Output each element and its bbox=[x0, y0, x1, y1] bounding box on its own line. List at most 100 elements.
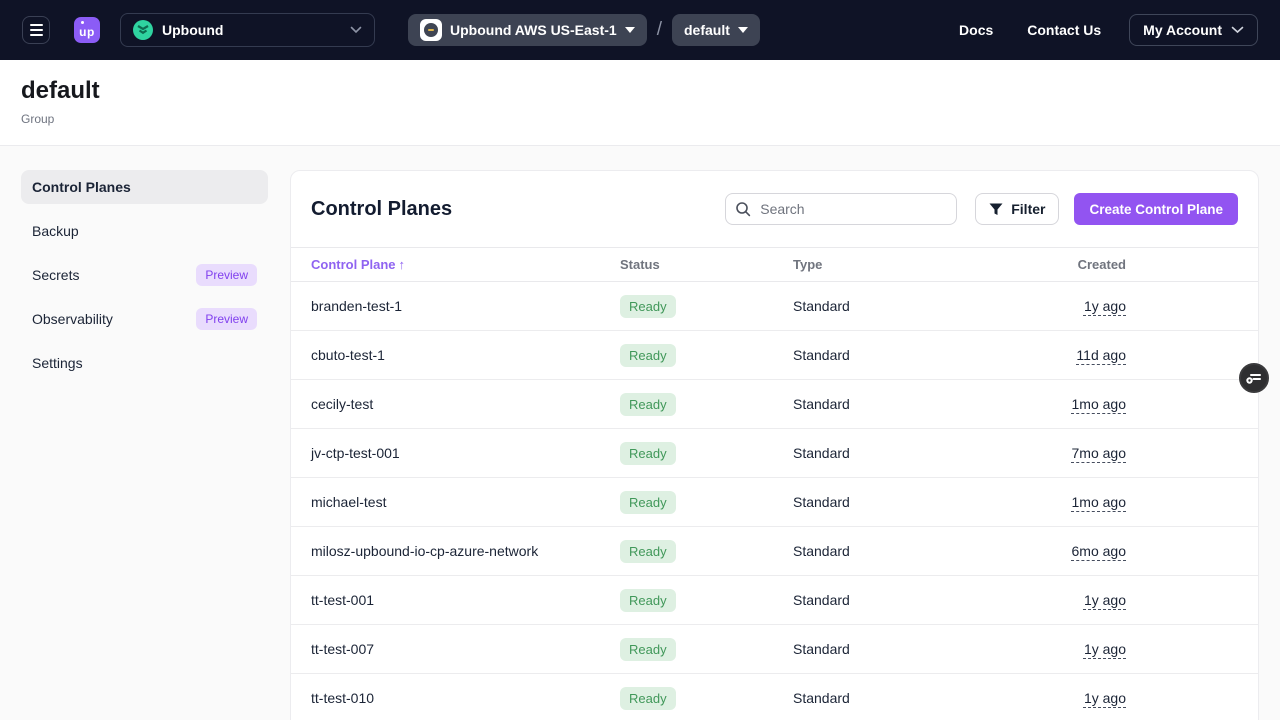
my-account-label: My Account bbox=[1143, 22, 1222, 38]
docs-link[interactable]: Docs bbox=[959, 22, 994, 38]
status-badge: Ready bbox=[620, 392, 676, 416]
top-navbar: up Upbound Upbound AWS US-East-1 / defau… bbox=[0, 0, 1280, 60]
upbound-logo[interactable]: up bbox=[74, 17, 100, 43]
control-planes-card: Control Planes Filter Create Control Pla… bbox=[290, 170, 1259, 720]
breadcrumb-separator: / bbox=[656, 19, 662, 40]
row-type: Standard bbox=[793, 690, 850, 706]
organization-name: Upbound bbox=[162, 22, 224, 38]
status-badge: Ready bbox=[620, 588, 676, 612]
row-created[interactable]: 1y ago bbox=[1083, 592, 1126, 608]
sidebar-item-control-planes[interactable]: Control Planes bbox=[21, 170, 268, 204]
row-type: Standard bbox=[793, 396, 850, 412]
chevron-down-icon bbox=[350, 26, 362, 34]
row-type: Standard bbox=[793, 494, 850, 510]
column-header-status[interactable]: Status bbox=[620, 257, 660, 272]
caret-down-icon bbox=[737, 27, 748, 33]
row-type: Standard bbox=[793, 543, 850, 559]
search-input[interactable] bbox=[725, 193, 958, 225]
card-title: Control Planes bbox=[311, 197, 453, 220]
sidebar-item-label: Backup bbox=[32, 223, 79, 239]
sidebar: Control Planes Backup Secrets Preview Ob… bbox=[0, 170, 290, 390]
table-row[interactable]: jv-ctp-test-001 Ready Standard 7mo ago bbox=[291, 429, 1258, 478]
row-type: Standard bbox=[793, 445, 850, 461]
row-type: Standard bbox=[793, 347, 850, 363]
table-row[interactable]: tt-test-010 Ready Standard 1y ago bbox=[291, 674, 1258, 720]
row-name: michael-test bbox=[311, 494, 387, 510]
my-account-button[interactable]: My Account bbox=[1129, 14, 1258, 46]
chevron-down-icon bbox=[1231, 26, 1244, 34]
filter-button[interactable]: Filter bbox=[975, 193, 1060, 225]
sidebar-item-observability[interactable]: Observability Preview bbox=[21, 302, 268, 336]
table-header-row: Control Plane ↑ Status Type Created bbox=[291, 247, 1258, 282]
row-type: Standard bbox=[793, 592, 850, 608]
status-badge: Ready bbox=[620, 441, 676, 465]
row-name: branden-test-1 bbox=[311, 298, 403, 314]
filter-funnel-icon bbox=[989, 203, 1003, 215]
space-icon bbox=[420, 19, 442, 41]
filter-label: Filter bbox=[1011, 201, 1046, 217]
status-badge: Ready bbox=[620, 490, 676, 514]
row-created[interactable]: 1y ago bbox=[1083, 641, 1126, 657]
row-name: tt-test-007 bbox=[311, 641, 375, 657]
table-row[interactable]: tt-test-007 Ready Standard 1y ago bbox=[291, 625, 1258, 674]
contact-us-link[interactable]: Contact Us bbox=[1027, 22, 1102, 38]
space-name: Upbound AWS US-East-1 bbox=[450, 22, 617, 38]
sort-asc-icon: ↑ bbox=[398, 257, 406, 272]
sidebar-item-label: Settings bbox=[32, 355, 83, 371]
caret-down-icon bbox=[624, 27, 635, 33]
row-created[interactable]: 1y ago bbox=[1083, 298, 1126, 314]
table-row[interactable]: branden-test-1 Ready Standard 1y ago bbox=[291, 282, 1258, 331]
row-created[interactable]: 6mo ago bbox=[1071, 543, 1126, 559]
row-created[interactable]: 1y ago bbox=[1083, 690, 1126, 706]
status-badge: Ready bbox=[620, 539, 676, 563]
row-type: Standard bbox=[793, 641, 850, 657]
row-created[interactable]: 1mo ago bbox=[1071, 494, 1126, 510]
row-created[interactable]: 1mo ago bbox=[1071, 396, 1126, 412]
table-row[interactable]: tt-test-001 Ready Standard 1y ago bbox=[291, 576, 1258, 625]
logo-dot bbox=[81, 21, 84, 24]
row-created[interactable]: 11d ago bbox=[1076, 347, 1126, 363]
row-name: jv-ctp-test-001 bbox=[311, 445, 400, 461]
sidebar-item-settings[interactable]: Settings bbox=[21, 346, 268, 380]
table-row[interactable]: milosz-upbound-io-cp-azure-network Ready… bbox=[291, 527, 1258, 576]
sidebar-item-label: Secrets bbox=[32, 267, 80, 283]
row-name: cecily-test bbox=[311, 396, 374, 412]
hamburger-menu-button[interactable] bbox=[22, 16, 50, 44]
space-selector-button[interactable]: Upbound AWS US-East-1 bbox=[408, 14, 647, 46]
row-type: Standard bbox=[793, 298, 850, 314]
group-selector-button[interactable]: default bbox=[671, 14, 760, 46]
logo-text: up bbox=[79, 24, 95, 39]
row-name: milosz-upbound-io-cp-azure-network bbox=[311, 543, 539, 559]
page-title: default bbox=[21, 77, 100, 104]
sidebar-item-label: Observability bbox=[32, 311, 113, 327]
column-header-type[interactable]: Type bbox=[793, 257, 823, 272]
search-wrap bbox=[725, 193, 958, 225]
page-subtitle: Group bbox=[21, 112, 55, 126]
column-header-created[interactable]: Created bbox=[1077, 257, 1126, 272]
sidebar-item-label: Control Planes bbox=[32, 179, 131, 195]
organization-avatar-icon bbox=[133, 20, 153, 40]
table-body: branden-test-1 Ready Standard 1y ago cbu… bbox=[291, 282, 1258, 720]
create-control-plane-button[interactable]: Create Control Plane bbox=[1074, 193, 1238, 225]
row-created[interactable]: 7mo ago bbox=[1071, 445, 1126, 461]
organization-select[interactable]: Upbound bbox=[120, 13, 375, 47]
sidebar-item-secrets[interactable]: Secrets Preview bbox=[21, 258, 268, 292]
status-badge: Ready bbox=[620, 343, 676, 367]
group-name: default bbox=[683, 22, 730, 38]
table-row[interactable]: cecily-test Ready Standard 1mo ago bbox=[291, 380, 1258, 429]
feedback-widget-button[interactable] bbox=[1239, 363, 1269, 393]
column-header-control-plane[interactable]: Control Plane ↑ bbox=[311, 257, 406, 272]
hamburger-icon bbox=[29, 24, 43, 26]
table-row[interactable]: michael-test Ready Standard 1mo ago bbox=[291, 478, 1258, 527]
status-badge: Ready bbox=[620, 294, 676, 318]
row-name: cbuto-test-1 bbox=[311, 347, 385, 363]
feedback-icon bbox=[1246, 374, 1261, 384]
preview-badge: Preview bbox=[196, 264, 257, 286]
search-icon bbox=[736, 202, 751, 217]
main-area: Control Planes Backup Secrets Preview Ob… bbox=[0, 146, 1280, 720]
table-row[interactable]: cbuto-test-1 Ready Standard 11d ago bbox=[291, 331, 1258, 380]
card-header: Control Planes Filter Create Control Pla… bbox=[291, 171, 1258, 247]
sidebar-item-backup[interactable]: Backup bbox=[21, 214, 268, 248]
row-name: tt-test-010 bbox=[311, 690, 375, 706]
page-header: default Group bbox=[0, 60, 1280, 146]
